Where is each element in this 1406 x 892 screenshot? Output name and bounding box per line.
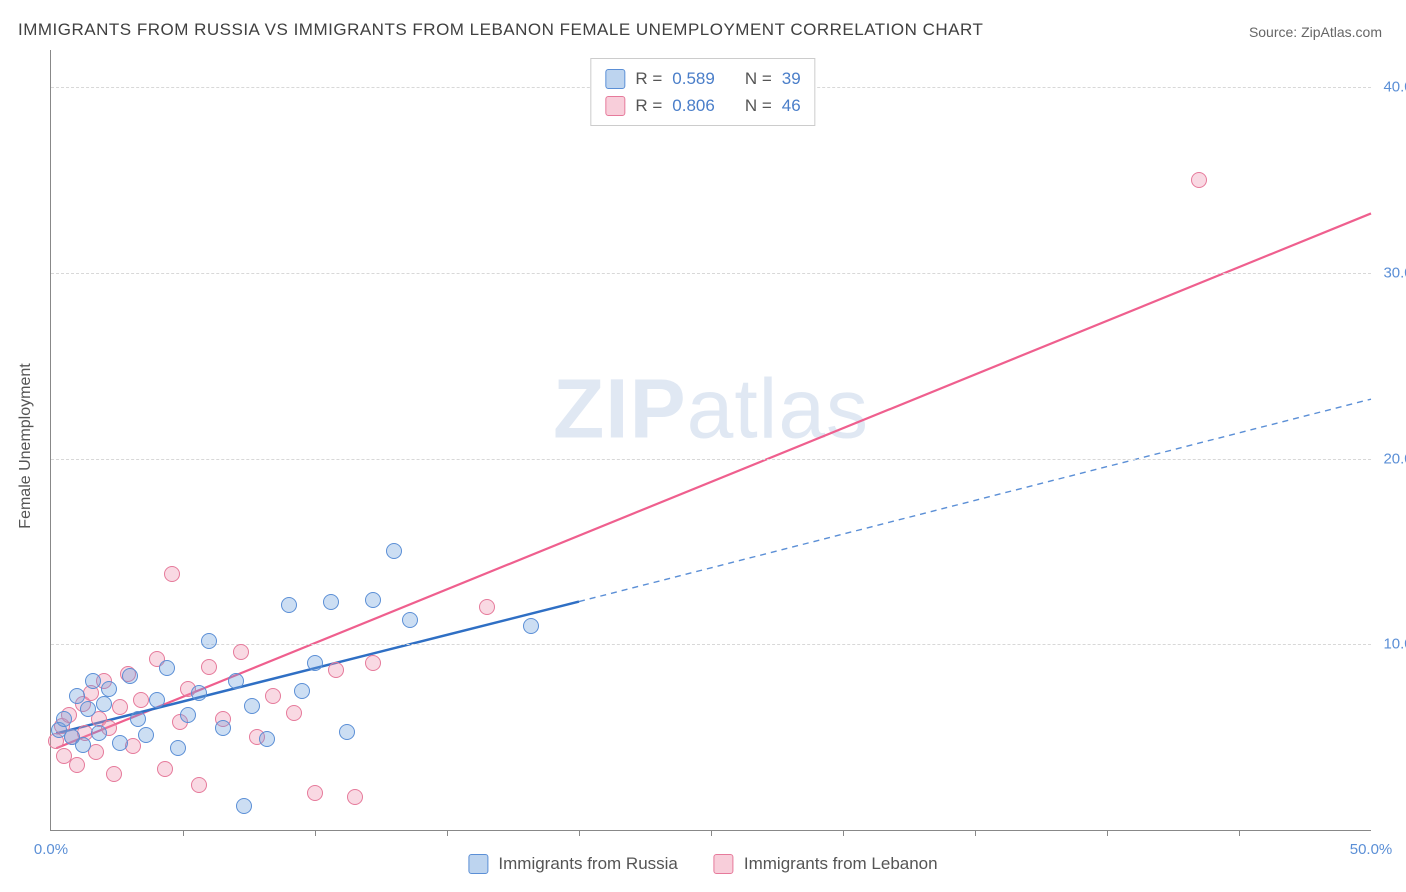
data-point-a [112,735,128,751]
data-point-b [112,699,128,715]
data-point-b [201,659,217,675]
data-point-a [191,685,207,701]
chart-title: IMMIGRANTS FROM RUSSIA VS IMMIGRANTS FRO… [18,20,983,40]
swatch-lebanon [714,854,734,874]
data-point-b [365,655,381,671]
data-point-a [138,727,154,743]
data-point-b [106,766,122,782]
data-point-a [294,683,310,699]
data-point-b [265,688,281,704]
data-point-a [215,720,231,736]
data-point-a [80,701,96,717]
legend-stats-row-a: R = 0.589 N = 39 [605,65,800,92]
data-point-a [339,724,355,740]
data-point-a [201,633,217,649]
data-point-b [1191,172,1207,188]
data-point-a [96,696,112,712]
data-point-a [402,612,418,628]
data-point-a [386,543,402,559]
data-point-a [170,740,186,756]
data-point-b [286,705,302,721]
data-point-a [259,731,275,747]
data-point-a [523,618,539,634]
data-point-a [307,655,323,671]
data-point-a [365,592,381,608]
legend-stats: R = 0.589 N = 39 R = 0.806 N = 46 [590,58,815,126]
data-point-a [122,668,138,684]
swatch-russia [605,69,625,89]
legend-item-russia: Immigrants from Russia [468,854,677,874]
plot-area: ZIPatlas 10.0%20.0%30.0%40.0%0.0%50.0% [50,50,1371,831]
data-point-a [85,673,101,689]
y-tick-label: 10.0% [1383,636,1406,653]
data-point-b [479,599,495,615]
x-tick-label: 0.0% [34,841,68,858]
y-tick-label: 40.0% [1383,79,1406,96]
legend-series: Immigrants from Russia Immigrants from L… [468,854,937,874]
data-point-a [281,597,297,613]
swatch-russia [468,854,488,874]
swatch-lebanon [605,96,625,116]
data-point-a [56,711,72,727]
data-point-b [328,662,344,678]
data-point-a [130,711,146,727]
data-point-a [236,798,252,814]
data-point-a [101,681,117,697]
data-point-b [347,789,363,805]
data-point-a [244,698,260,714]
data-point-b [133,692,149,708]
x-tick-label: 50.0% [1350,841,1393,858]
data-point-a [149,692,165,708]
data-point-a [75,737,91,753]
data-point-b [307,785,323,801]
y-tick-label: 20.0% [1383,450,1406,467]
data-point-b [191,777,207,793]
y-tick-label: 30.0% [1383,264,1406,281]
data-point-a [91,725,107,741]
data-point-a [228,673,244,689]
data-point-a [159,660,175,676]
data-point-b [69,757,85,773]
data-point-b [164,566,180,582]
data-point-a [323,594,339,610]
legend-item-lebanon: Immigrants from Lebanon [714,854,938,874]
source-label: Source: ZipAtlas.com [1249,24,1382,40]
y-axis-label: Female Unemployment [17,363,35,528]
legend-stats-row-b: R = 0.806 N = 46 [605,92,800,119]
data-point-b [233,644,249,660]
data-point-b [157,761,173,777]
data-point-a [180,707,196,723]
